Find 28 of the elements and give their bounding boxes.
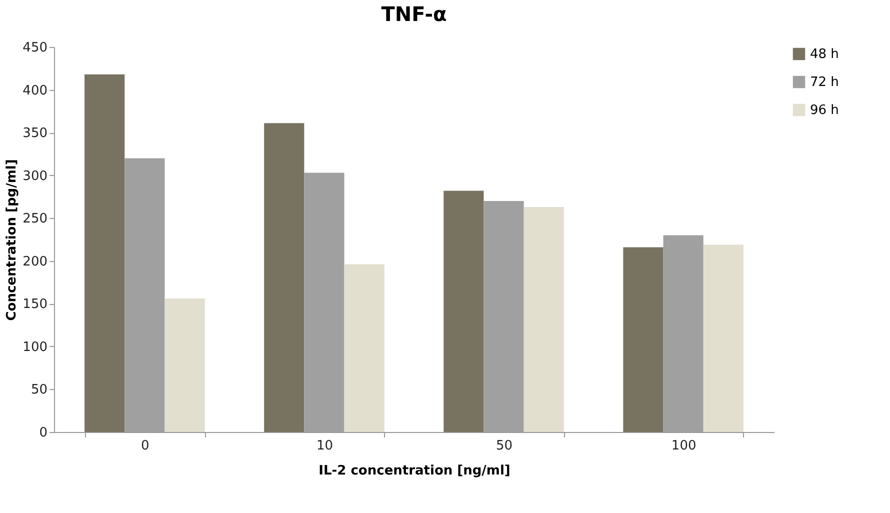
y-tick-label: 100 bbox=[22, 340, 48, 355]
y-tick-label: 150 bbox=[22, 297, 48, 312]
y-tick-label: 200 bbox=[22, 254, 48, 270]
legend-label: 96 h bbox=[810, 103, 839, 118]
x-tick-label: 50 bbox=[496, 438, 513, 454]
bar bbox=[703, 244, 744, 432]
x-tick-label: 10 bbox=[316, 438, 333, 454]
y-tick-label: 300 bbox=[22, 168, 48, 184]
x-tick-label: 100 bbox=[671, 438, 696, 454]
legend-label: 48 h bbox=[810, 47, 839, 62]
y-axis-title: Concentration [pg/ml] bbox=[4, 159, 20, 321]
y-tick-label: 350 bbox=[22, 126, 48, 142]
x-tick-label: 0 bbox=[141, 438, 150, 454]
legend-label: 72 h bbox=[810, 75, 839, 90]
y-tick-label: 450 bbox=[22, 40, 48, 56]
bar bbox=[524, 206, 564, 432]
bar bbox=[84, 74, 125, 432]
bar bbox=[444, 190, 484, 432]
bar bbox=[264, 123, 304, 432]
y-tick-label: 50 bbox=[30, 382, 48, 398]
y-tick-label: 400 bbox=[22, 83, 48, 98]
x-axis-title: IL-2 concentration [ng/ml] bbox=[318, 464, 510, 478]
chart-title: TNF-α bbox=[381, 2, 447, 26]
bar bbox=[344, 264, 384, 432]
y-tick-label: 0 bbox=[39, 426, 48, 440]
bar bbox=[623, 247, 664, 432]
y-tick-label: 250 bbox=[22, 212, 48, 227]
bar bbox=[164, 298, 205, 432]
